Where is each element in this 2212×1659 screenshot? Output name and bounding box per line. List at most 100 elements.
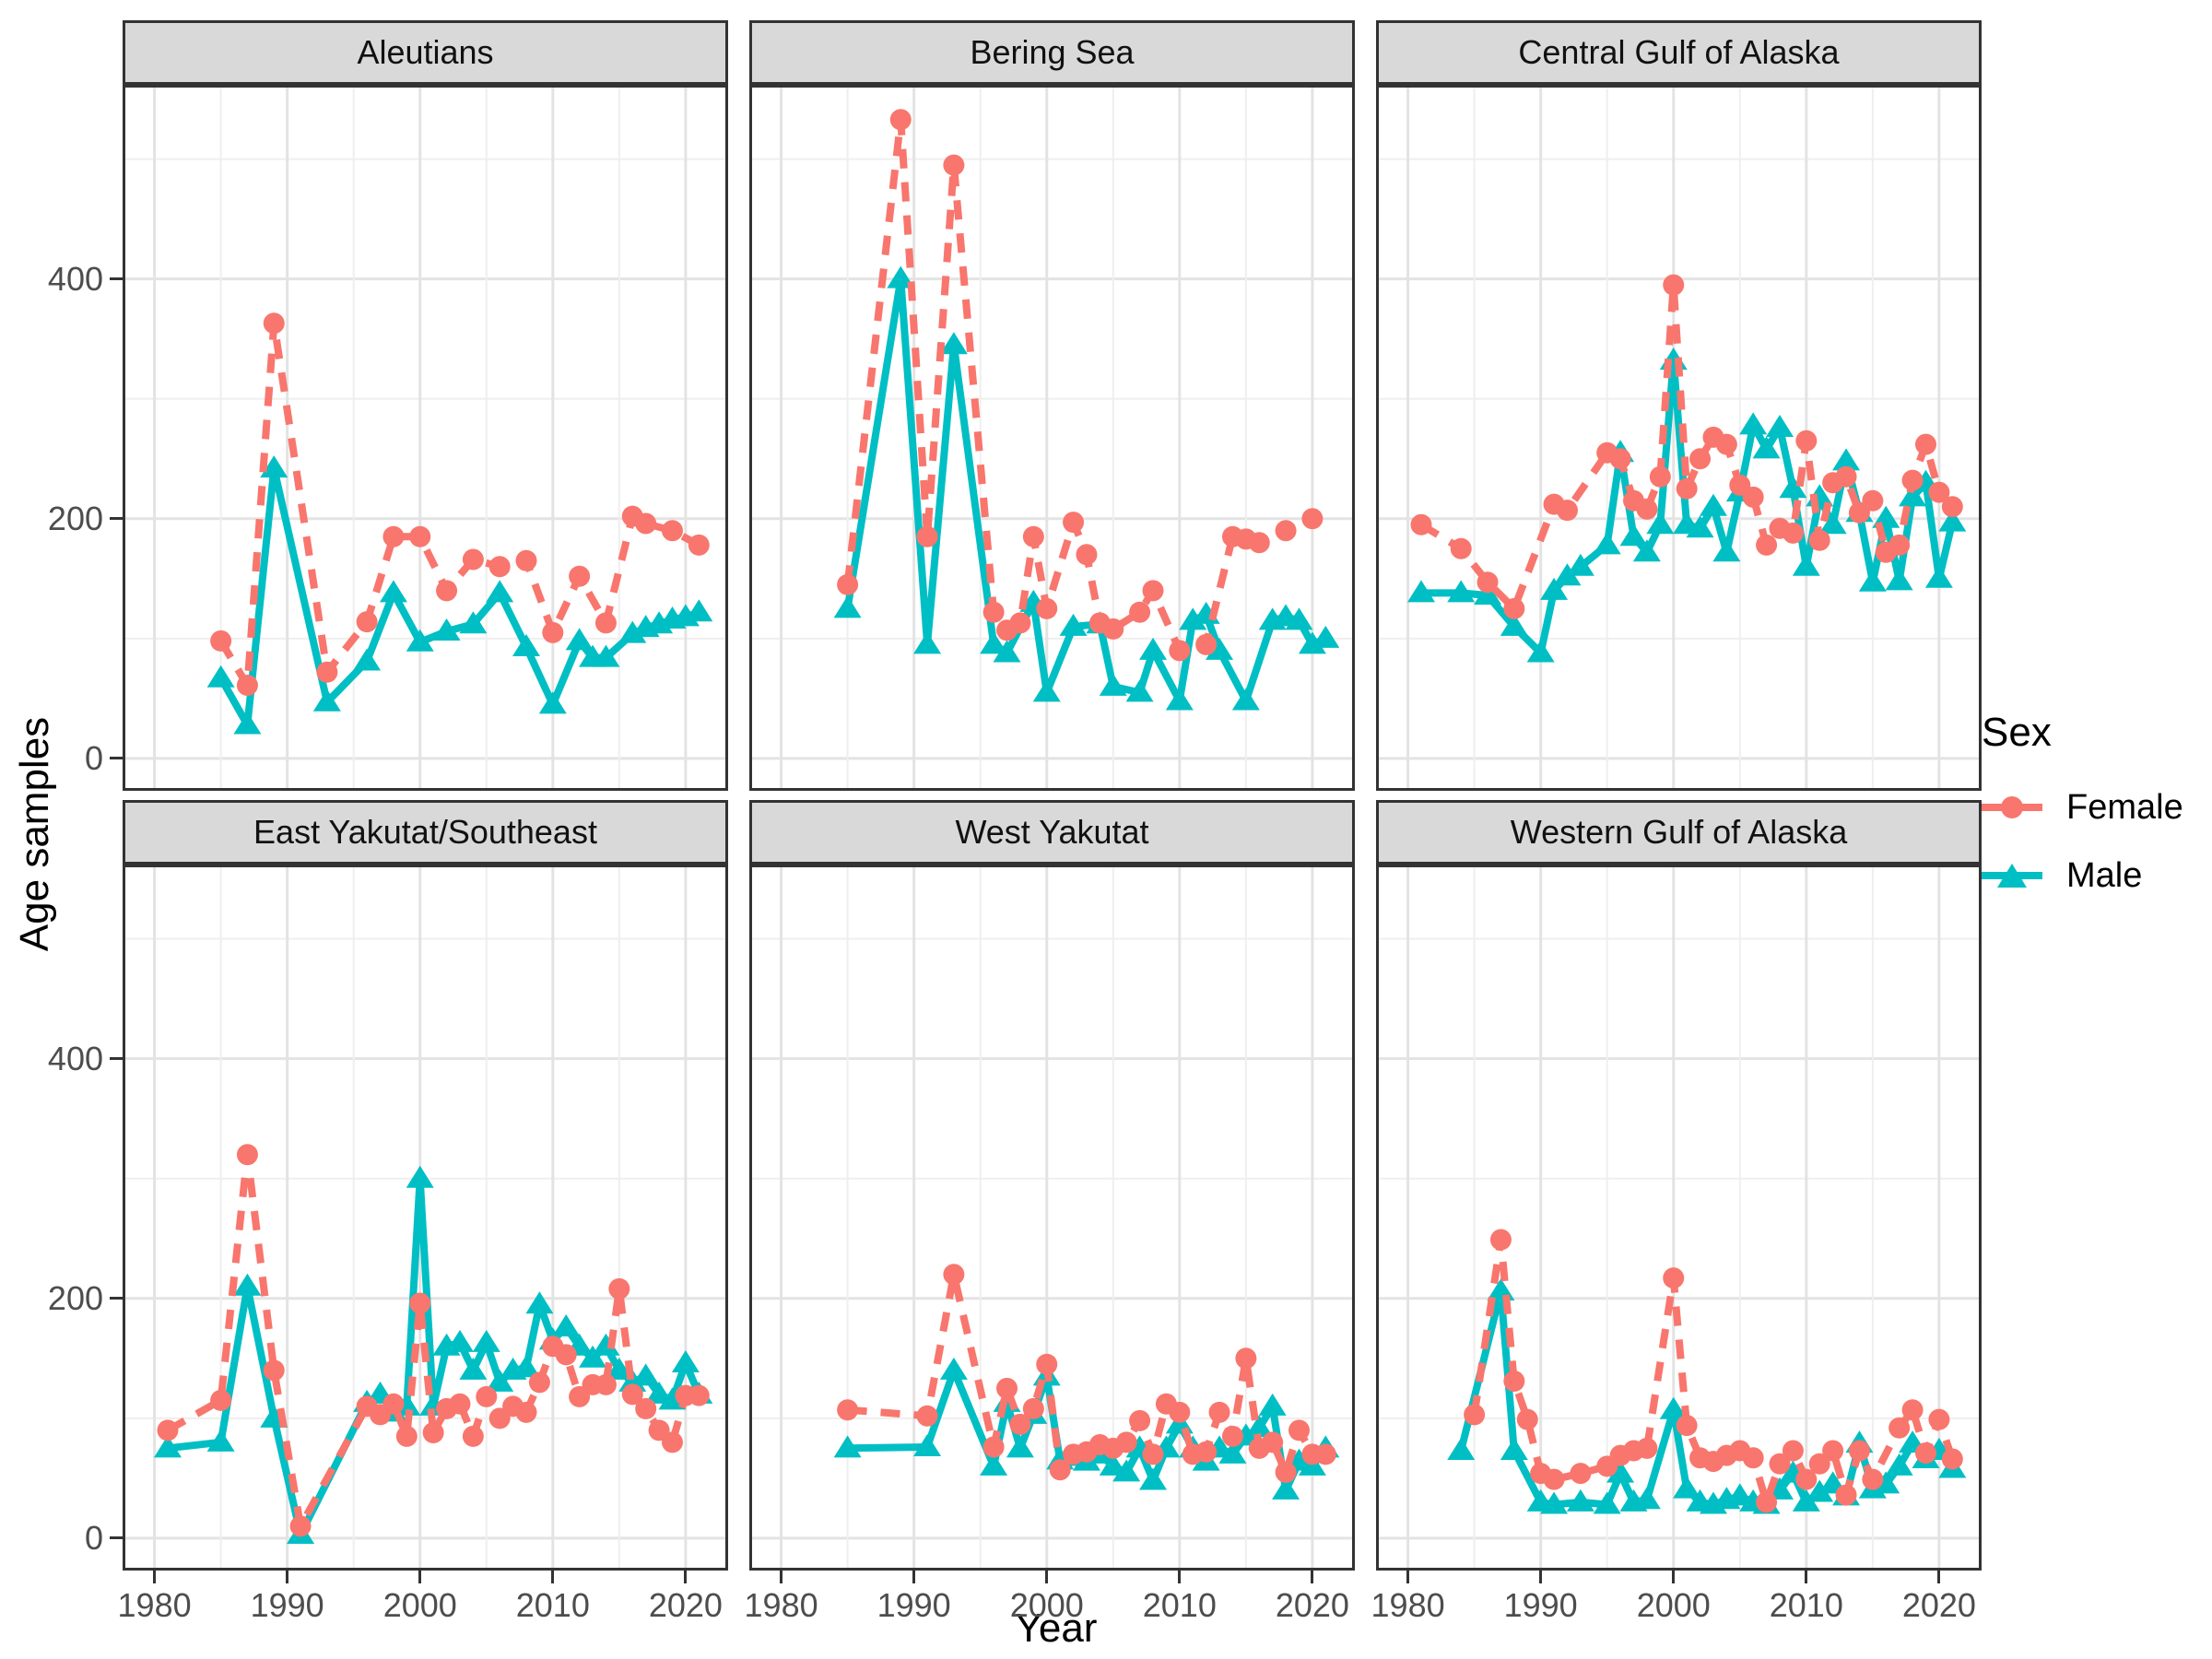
facet-central-gulf-of-alaska: Central Gulf of Alaska <box>1376 20 1982 791</box>
facet-bering-sea: Bering Sea <box>749 20 1355 791</box>
male-point-triangle <box>618 1369 647 1392</box>
female-point-circle <box>210 1389 232 1411</box>
legend-entry-female: Female <box>1982 787 2212 828</box>
female-point-circle <box>621 1383 643 1406</box>
female-point-circle <box>1516 1408 1538 1430</box>
female-point-circle <box>409 1292 431 1314</box>
x-tick-mark <box>684 1571 688 1583</box>
facet-plot-central-gulf-of-alaska <box>1376 85 1982 791</box>
facet-title: Central Gulf of Alaska <box>1518 33 1840 71</box>
male-point-triangle <box>1474 582 1502 606</box>
x-axis-title: Year <box>1015 1606 1098 1651</box>
female-point-circle <box>1129 601 1151 623</box>
x-tick-label: 2000 <box>1009 1586 1084 1624</box>
male-point-triangle <box>1606 1460 1635 1483</box>
male-point-triangle <box>472 1329 500 1352</box>
facet-panel <box>123 865 728 1571</box>
female-point-circle <box>1862 1468 1884 1490</box>
male-point-triangle <box>1218 1441 1247 1464</box>
male-point-triangle <box>939 332 968 355</box>
x-tick-label: 2000 <box>382 1586 457 1624</box>
male-point-triangle <box>445 1329 474 1352</box>
female-point-circle <box>1129 1409 1151 1431</box>
female-point-circle <box>982 1436 1005 1458</box>
female-point-circle <box>1689 448 1712 470</box>
y-axis-title: Age samples <box>12 716 57 952</box>
female-point-circle <box>1808 1453 1830 1475</box>
female-point-circle <box>210 629 232 652</box>
female-point-circle <box>436 580 458 602</box>
female-point-circle <box>515 549 537 571</box>
male-point-triangle <box>1112 1459 1141 1482</box>
y-tick-mark <box>110 277 123 281</box>
x-tick-label: 2020 <box>1901 1586 1976 1624</box>
female-point-circle <box>1195 633 1218 655</box>
female-point-circle <box>1275 520 1297 542</box>
female-point-circle <box>236 1144 258 1166</box>
x-tick-label: 2000 <box>1636 1586 1711 1624</box>
x-tick-label: 1980 <box>744 1586 818 1624</box>
female-point-circle <box>476 1385 498 1407</box>
female-point-circle <box>1835 1484 1857 1506</box>
male-point-triangle <box>1406 580 1435 603</box>
male-point-triangle <box>512 1355 540 1378</box>
male-point-triangle <box>1806 1479 1834 1502</box>
female-point-circle <box>449 1393 471 1415</box>
female-point-circle <box>837 573 859 595</box>
female-point-circle <box>1022 1397 1044 1419</box>
male-point-triangle <box>406 629 434 652</box>
female-point-circle <box>1301 508 1324 530</box>
male-point-triangle <box>658 1387 687 1410</box>
female-point-circle <box>1928 1408 1950 1430</box>
male-point-triangle <box>1792 1488 1820 1512</box>
y-tick-label: 200 <box>47 499 103 537</box>
female-point-circle <box>1142 580 1164 602</box>
facet-strip: Bering Sea <box>749 20 1355 85</box>
x-tick-mark <box>1805 1571 1808 1583</box>
male-point-triangle <box>833 595 862 618</box>
female-point-circle <box>996 1377 1018 1399</box>
female-point-circle <box>1649 465 1671 488</box>
male-point-triangle <box>685 599 713 622</box>
female-point-circle <box>1009 612 1031 634</box>
legend-label: Male <box>2066 855 2143 895</box>
male-point-triangle <box>1553 563 1582 586</box>
female-point-circle <box>1410 513 1432 535</box>
x-tick-mark <box>1311 1571 1314 1583</box>
facet-panel <box>749 85 1355 791</box>
male-point-triangle <box>486 1369 514 1392</box>
female-point-circle <box>594 1373 617 1395</box>
male-point-triangle <box>1779 476 1807 499</box>
male-point-triangle <box>1540 577 1569 600</box>
female-point-circle <box>1941 496 1963 518</box>
male-point-triangle <box>1566 1488 1594 1512</box>
x-tick-label: 2020 <box>1275 1586 1349 1624</box>
y-tick-mark <box>110 1297 123 1300</box>
y-tick-label: 400 <box>47 1039 103 1077</box>
y-tick-label: 200 <box>47 1278 103 1317</box>
female-point-circle <box>555 1344 577 1366</box>
female-point-circle <box>263 312 285 335</box>
facet-strip: Central Gulf of Alaska <box>1376 20 1982 85</box>
male-point-triangle <box>1872 1471 1900 1494</box>
male-point-triangle <box>552 1313 581 1336</box>
male-point-triangle <box>512 633 540 656</box>
facet-aleutians: Aleutians <box>123 20 728 791</box>
male-point-triangle <box>153 1435 182 1458</box>
male-point-triangle <box>1285 607 1313 630</box>
female-point-circle <box>1450 537 1472 559</box>
facet-plot-aleutians <box>123 85 728 791</box>
female-point-circle <box>661 1431 683 1453</box>
male-point-triangle <box>1766 414 1794 437</box>
female-point-circle <box>1941 1448 1963 1470</box>
x-tick-mark <box>153 1571 157 1583</box>
male-point-triangle <box>592 644 620 667</box>
male-point-triangle <box>993 640 1021 663</box>
facet-plot-east-yakutat-southeast <box>123 865 728 1571</box>
male-point-triangle <box>939 1357 968 1380</box>
female-point-circle <box>157 1419 179 1441</box>
male-point-triangle <box>1526 640 1555 663</box>
male-point-triangle <box>1924 565 1953 588</box>
x-tick-label: 1990 <box>1503 1586 1578 1624</box>
male-point-triangle <box>538 691 567 714</box>
